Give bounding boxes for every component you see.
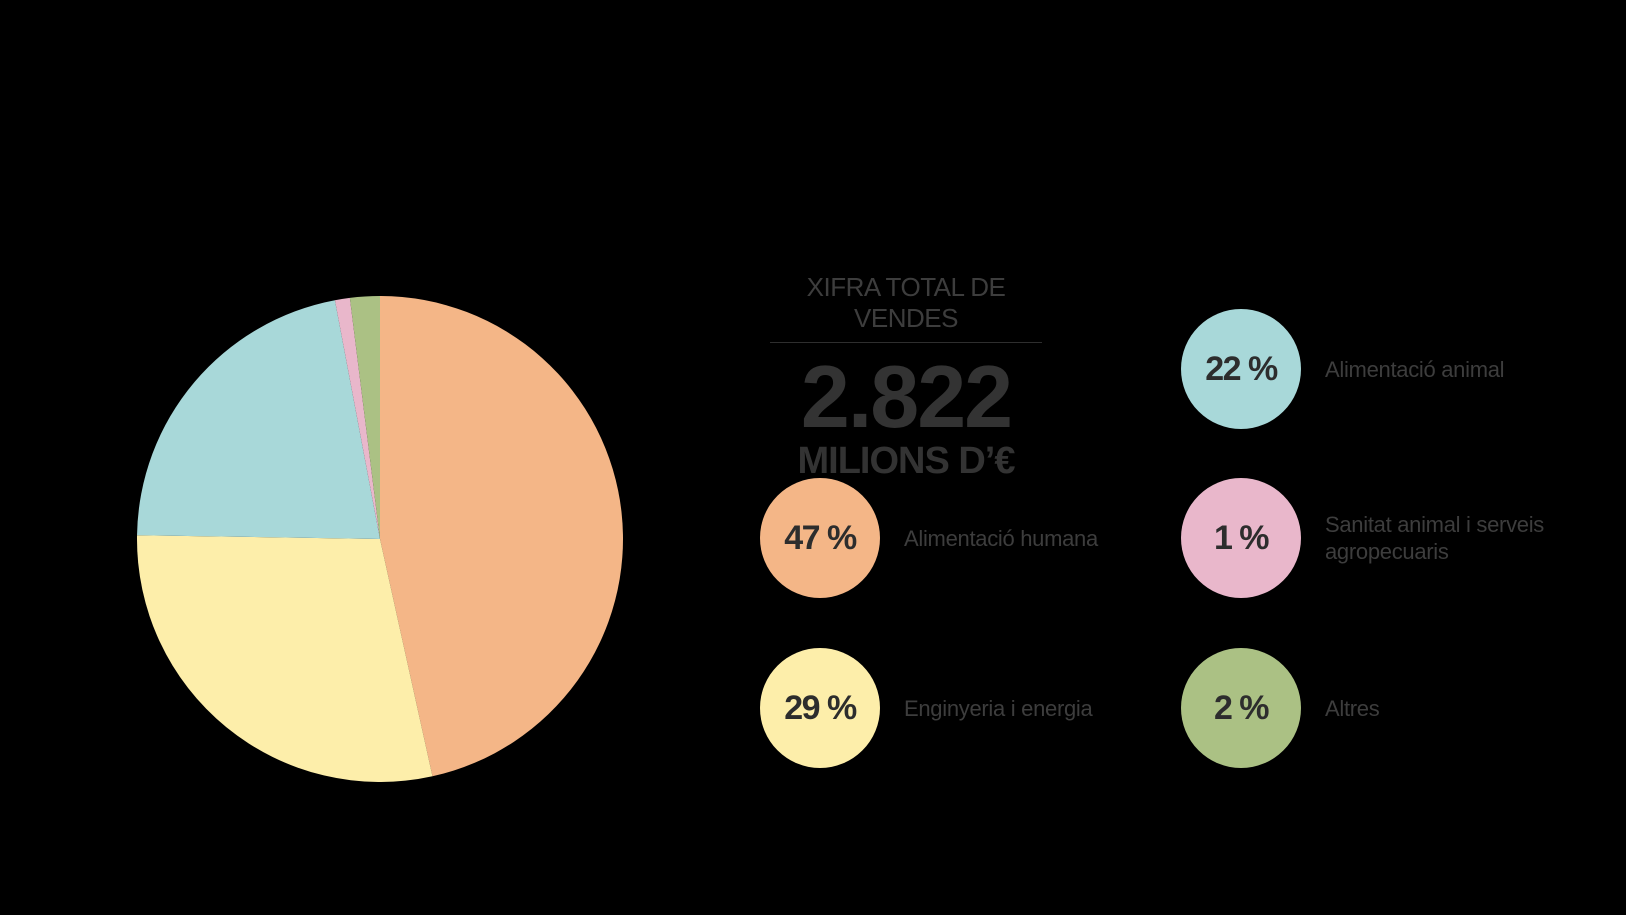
pie-slice-2 bbox=[137, 300, 380, 539]
legend-swatch: 47 % bbox=[760, 478, 880, 598]
legend-item-sanitat-animal: 1 % Sanitat animal i serveis agropecuari… bbox=[1181, 478, 1565, 598]
legend-swatch: 22 % bbox=[1181, 309, 1301, 429]
legend-percentage: 29 % bbox=[784, 688, 857, 727]
legend-swatch: 2 % bbox=[1181, 648, 1301, 768]
pie-slice-1 bbox=[137, 535, 433, 782]
legend-label: Altres bbox=[1325, 695, 1380, 721]
summary-unit: MILIONS D’€ bbox=[797, 440, 1015, 482]
legend-label: Sanitat animal i serveis agropecuaris bbox=[1325, 512, 1545, 564]
pie-slice-3 bbox=[334, 297, 380, 539]
legend-percentage: 22 % bbox=[1205, 349, 1278, 388]
legend-percentage: 1 % bbox=[1213, 518, 1270, 557]
summary-label: XIFRA TOTAL DE VENDES bbox=[770, 272, 1042, 343]
pie-slice-4 bbox=[349, 296, 380, 539]
legend-item-enginyeria-energia: 29 % Enginyeria i energia bbox=[760, 648, 1144, 768]
pie-slice-0 bbox=[380, 296, 623, 777]
legend-item-alimentacio-animal: 22 % Alimentació animal bbox=[1181, 309, 1565, 429]
legend-label: Enginyeria i energia bbox=[904, 695, 1093, 721]
sales-summary: XIFRA TOTAL DE VENDES 2.822 MILIONS D’€ bbox=[770, 272, 1042, 481]
legend-percentage: 47 % bbox=[784, 518, 857, 557]
legend-swatch: 29 % bbox=[760, 648, 880, 768]
legend-swatch: 1 % bbox=[1181, 478, 1301, 598]
summary-value: 2.822 bbox=[800, 347, 1013, 446]
legend-item-alimentacio-humana: 47 % Alimentació humana bbox=[760, 478, 1144, 598]
legend-percentage: 2 % bbox=[1213, 688, 1270, 727]
legend-item-altres: 2 % Altres bbox=[1181, 648, 1565, 768]
legend-label: Alimentació animal bbox=[1325, 356, 1505, 382]
legend-label: Alimentació humana bbox=[904, 525, 1098, 551]
